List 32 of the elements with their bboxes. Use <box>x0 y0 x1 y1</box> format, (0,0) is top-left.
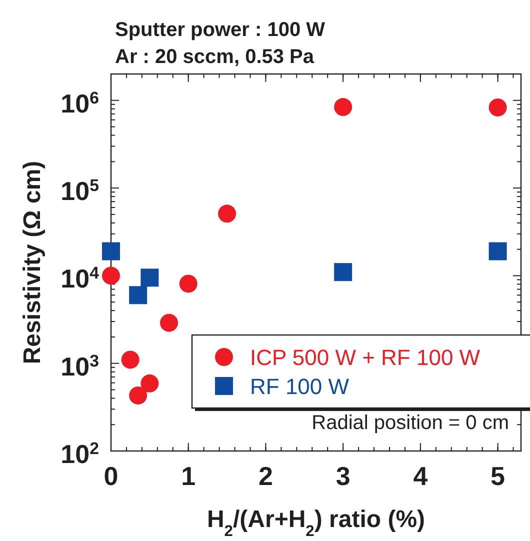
y-tick-label: 10$^{2}$ <box>60 438 99 469</box>
y-axis-title: Resistivity (Ω cm) <box>19 160 46 364</box>
x-axis-title: H$_{2}$/(Ar+H$_{2}$) ratio (%) <box>206 506 426 540</box>
point <box>334 98 352 116</box>
legend-label: ICP 500 W + RF 100 W <box>250 345 480 370</box>
x-tick-label: 3 <box>336 461 350 491</box>
point <box>334 263 352 282</box>
point <box>179 274 198 293</box>
annotation: Radial position = 0 cm <box>312 412 509 434</box>
point <box>488 242 507 260</box>
point <box>129 286 148 304</box>
point <box>140 268 159 287</box>
point <box>129 386 148 404</box>
point <box>160 314 178 332</box>
x-tick-label: 4 <box>413 461 428 491</box>
x-tick-label: 2 <box>258 461 273 491</box>
point <box>121 350 140 369</box>
legend-label: RF 100 W <box>250 374 350 399</box>
chart-subtitle: Ar : 20 sccm, 0.53 Pa <box>115 46 315 68</box>
x-tick-label: 0 <box>104 461 118 491</box>
point <box>140 374 159 392</box>
point <box>102 242 120 260</box>
point <box>218 204 236 223</box>
point <box>102 266 120 285</box>
x-tick-label: 1 <box>181 461 196 491</box>
x-tick-label: 5 <box>490 461 506 491</box>
y-tick-label: 10$^{6}$ <box>60 88 99 118</box>
point <box>488 98 507 116</box>
y-tick-label: 10$^{5}$ <box>60 176 99 206</box>
y-tick-label: 10$^{3}$ <box>60 350 99 382</box>
chart-title: Sputter power : 100 W <box>115 19 326 41</box>
y-tick-label: 10$^{4}$ <box>60 263 100 294</box>
